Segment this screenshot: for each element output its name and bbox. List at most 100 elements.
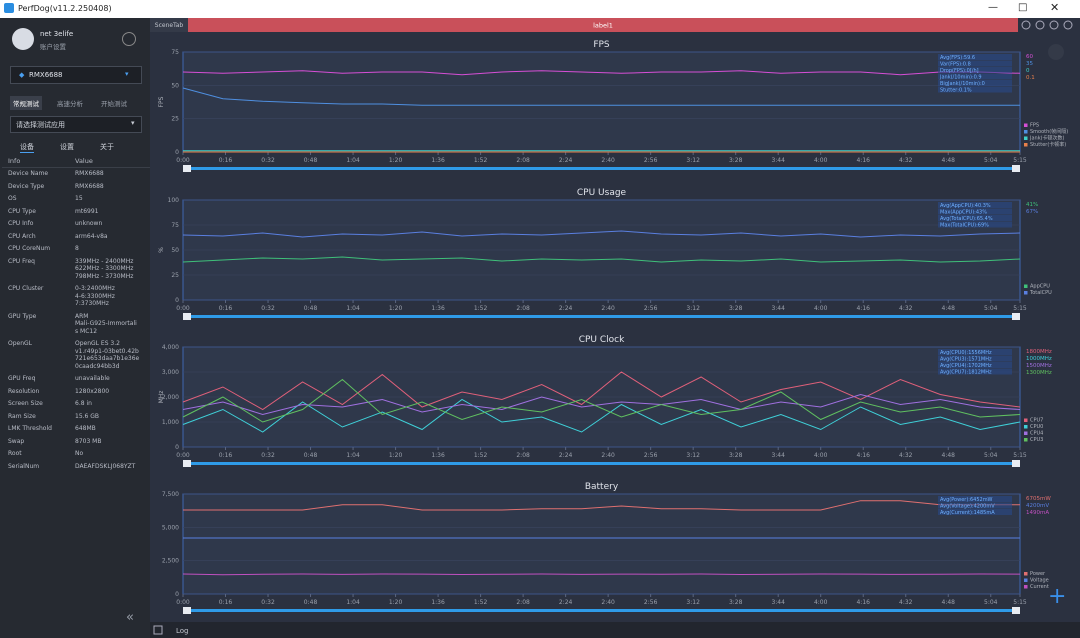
stats-bg (938, 73, 1012, 80)
log-bar (150, 622, 1080, 638)
label-bar[interactable] (188, 18, 1018, 32)
stats-line: BigJank(/10min):0 (940, 81, 985, 87)
icon[interactable] (1035, 20, 1045, 30)
stats-bg (938, 349, 1012, 355)
x-tick-label: 4:16 (856, 157, 870, 164)
stats-line: Avg(Power):6452mW (940, 497, 993, 503)
info-table: Info Value Device Name RMX6688 Device Type R… (2, 155, 150, 473)
x-tick-label: 4:16 (856, 305, 870, 312)
info-value: 648MB (75, 425, 96, 432)
scrollbar[interactable] (183, 462, 1020, 465)
mode-tab[interactable]: 常规测试 (10, 96, 42, 110)
x-tick-label: 1:04 (346, 157, 360, 164)
current-value: 1300MHz (1026, 370, 1052, 376)
info-value: 15 (75, 195, 83, 202)
avatar[interactable] (12, 28, 34, 50)
info-value: 6.8 in (75, 400, 92, 407)
account-settings[interactable]: 账户设置 (40, 43, 66, 51)
x-tick-label: 2:08 (516, 305, 530, 312)
y-tick-label: 0 (175, 149, 179, 156)
info-row: Swap 8703 MB (2, 436, 150, 449)
x-tick-label: 4:00 (814, 599, 828, 606)
log-icon[interactable] (153, 625, 163, 635)
panel-tab[interactable]: 设置 (60, 143, 74, 151)
log-label[interactable]: Log (176, 627, 189, 635)
x-tick-label: 1:52 (474, 157, 488, 164)
x-tick-label: 4:32 (899, 599, 913, 606)
close-button[interactable]: ✕ (1050, 1, 1060, 14)
y-tick-label: 50 (171, 82, 179, 89)
panel-tab[interactable]: 设备 (20, 143, 34, 153)
y-tick-label: 5,000 (162, 524, 179, 531)
y-axis-label: FPS (158, 96, 165, 107)
x-tick-label: 0:32 (261, 305, 275, 312)
x-tick-label: 2:24 (559, 452, 573, 459)
app-select[interactable]: 请选择测试应用 ▾ (10, 116, 142, 133)
y-tick-label: 100 (168, 197, 180, 204)
x-tick-label: 2:40 (601, 599, 615, 606)
series-line (182, 230, 1021, 238)
x-tick-label: 0:48 (304, 599, 318, 606)
info-row: Resolution 1280x2800 (2, 386, 150, 399)
info-key: Swap (8, 437, 25, 445)
x-tick-label: 1:52 (474, 305, 488, 312)
x-tick-label: 0:16 (219, 305, 233, 312)
x-tick-label: 5:04 (984, 157, 998, 164)
add-button[interactable]: + (1048, 584, 1066, 609)
stats-line: Avg(AppCPU):40.3% (940, 203, 991, 209)
stats-bg (938, 502, 1012, 509)
minimize-button[interactable]: — (988, 2, 998, 13)
stats-bg (938, 355, 1012, 362)
x-tick-label: 0:32 (261, 157, 275, 164)
stats-bg (938, 509, 1012, 515)
y-axis-label: % (158, 247, 165, 253)
mode-tab[interactable]: 开始测试 (101, 100, 127, 108)
info-row: GPU Type ARM Mali-G925-Immortali s MC12 (2, 311, 150, 339)
mode-tabs: 常规测试 高速分析 开始测试 (10, 94, 142, 110)
legend-swatch (1024, 572, 1028, 576)
stats-line: Max(AppCPU):43% (940, 210, 987, 216)
device-select[interactable]: ◆ RMX6688 ▾ (10, 66, 142, 84)
x-tick-label: 3:28 (729, 157, 743, 164)
scroll-handle (183, 460, 191, 467)
x-tick-label: 1:04 (346, 452, 360, 459)
maximize-button[interactable]: □ (1018, 2, 1028, 13)
info-key: CPU Cluster (8, 285, 44, 292)
info-key: CPU Info (8, 220, 34, 227)
mode-tab[interactable]: 高速分析 (57, 100, 83, 108)
legend-label: CPU4 (1030, 431, 1043, 437)
info-row: CPU Arch arm64-v8a (2, 231, 150, 244)
x-tick-label: 2:24 (559, 305, 573, 312)
series-line (182, 398, 1021, 433)
x-tick-label: 0:48 (304, 157, 318, 164)
info-value: DAEAFDSKLJ068YZT (75, 462, 136, 470)
panel-tabs: 设备 设置 关于 (20, 142, 140, 154)
x-tick-label: 4:48 (942, 305, 956, 312)
scene-tab[interactable] (150, 18, 188, 32)
x-tick-label: 2:56 (644, 599, 658, 606)
scrollbar[interactable] (183, 315, 1020, 318)
scrollbar[interactable] (183, 167, 1020, 170)
icon[interactable] (1063, 20, 1073, 30)
x-tick-label: 4:48 (942, 157, 956, 164)
stats-bg (938, 221, 1012, 228)
plot-area (182, 493, 1021, 595)
info-value: RMX6688 (75, 182, 104, 190)
current-value: 0 (1026, 68, 1030, 74)
settings-button[interactable] (122, 32, 136, 46)
icon[interactable] (1049, 20, 1059, 30)
collapse-button[interactable]: « (126, 610, 134, 625)
stats-line: Avg(Current):1485mA (940, 510, 995, 516)
y-tick-label: 3,000 (162, 369, 179, 376)
icon[interactable] (1021, 20, 1031, 30)
info-key: Device Name (8, 170, 49, 177)
stats-line: Avg(CPU0):1556MHz (940, 350, 992, 356)
play-button[interactable] (1048, 44, 1064, 60)
y-tick-label: 25 (171, 116, 179, 123)
scrollbar[interactable] (183, 609, 1020, 612)
panel-tab[interactable]: 关于 (100, 143, 114, 151)
y-tick-label: 7,500 (162, 491, 179, 498)
series-line (182, 393, 1021, 416)
y-tick-label: 25 (171, 272, 179, 279)
